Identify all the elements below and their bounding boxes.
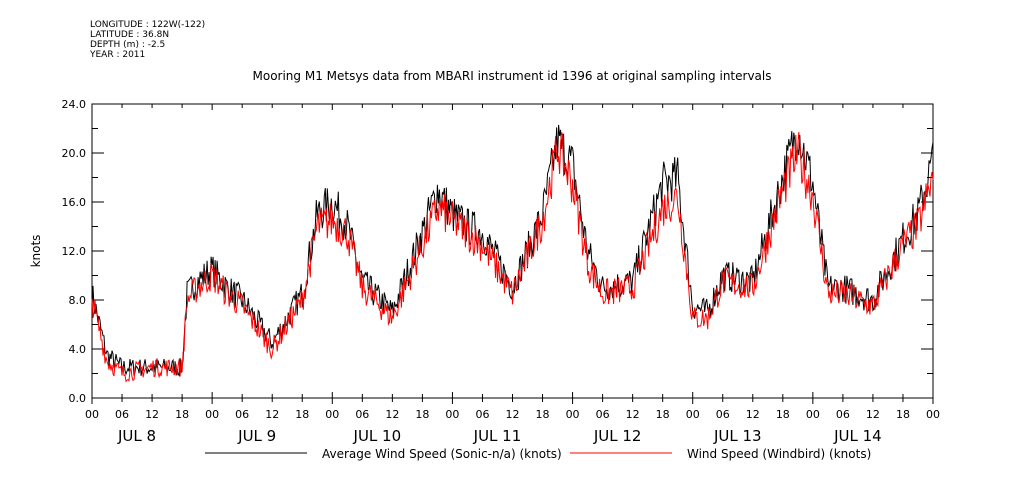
plot-frame (91, 103, 934, 399)
chart-title: Mooring M1 Metsys data from MBARI instru… (253, 69, 772, 83)
x-hour-label: 06 (115, 408, 129, 421)
y-axis: 0.0 4.0 8.0 12.0 16.0 20.0 24.0 (62, 98, 933, 405)
x-hour-label: 06 (596, 408, 610, 421)
x-hour-label: 00 (325, 408, 339, 421)
x-hour-label: 18 (295, 408, 309, 421)
series-line-windbird-wind-speed (91, 132, 934, 383)
legend-label-windbird: Wind Speed (Windbird) (knots) (687, 447, 871, 461)
x-hour-label: 18 (536, 408, 550, 421)
x-hour-label: 18 (415, 408, 429, 421)
x-day-label: JUL 14 (833, 427, 882, 445)
x-hour-label: 12 (506, 408, 520, 421)
x-hour-label: 00 (566, 408, 580, 421)
x-hour-label: 00 (445, 408, 459, 421)
x-hour-label: 00 (806, 408, 820, 421)
x-hour-label: 18 (656, 408, 670, 421)
x-hour-label: 12 (265, 408, 279, 421)
x-day-label: JUL 8 (117, 427, 156, 445)
depth-label: DEPTH (m) : -2.5 (90, 40, 166, 50)
x-axis: 00 06 12 18 00 06 12 18 00 06 12 18 00 06 12 18 00 06 12 18… (85, 104, 940, 445)
y-tick-label: 4.0 (69, 343, 87, 356)
series-group (91, 124, 934, 383)
x-hour-label: 00 (85, 408, 99, 421)
x-day-label: JUL 11 (473, 427, 522, 445)
x-hour-label: 12 (385, 408, 399, 421)
y-tick-label: 20.0 (62, 147, 87, 160)
x-hour-label: 12 (145, 408, 159, 421)
y-tick-label: 16.0 (62, 196, 87, 209)
legend: Average Wind Speed (Sonic-n/a) (knots) W… (205, 447, 871, 461)
x-hour-label: 18 (776, 408, 790, 421)
x-day-label: JUL 12 (593, 427, 642, 445)
y-tick-label: 8.0 (69, 294, 87, 307)
series-line-average-wind-speed (91, 124, 934, 377)
x-day-label: JUL 9 (237, 427, 276, 445)
y-tick-label: 24.0 (62, 98, 87, 111)
x-hour-label: 06 (836, 408, 850, 421)
x-day-label: JUL 13 (713, 427, 762, 445)
year-label: YEAR : 2011 (90, 50, 146, 60)
x-hour-label: 06 (355, 408, 369, 421)
x-hour-label: 00 (926, 408, 940, 421)
y-axis-label: knots (29, 235, 43, 268)
x-hour-label: 06 (475, 408, 489, 421)
x-hour-label: 00 (205, 408, 219, 421)
header-info: LONGITUDE : 122W(-122) LATITUDE : 36.8N … (90, 20, 205, 60)
legend-label-average: Average Wind Speed (Sonic-n/a) (knots) (322, 447, 562, 461)
latitude-label: LATITUDE : 36.8N (90, 30, 170, 40)
y-tick-label: 12.0 (62, 245, 87, 258)
x-hour-label: 12 (626, 408, 640, 421)
x-hour-label: 00 (686, 408, 700, 421)
x-hour-label: 12 (746, 408, 760, 421)
x-hour-label: 18 (175, 408, 189, 421)
x-hour-label: 12 (866, 408, 880, 421)
x-day-label: JUL 10 (353, 427, 402, 445)
y-tick-label: 0.0 (69, 392, 87, 405)
x-hour-label: 06 (716, 408, 730, 421)
x-hour-label: 06 (235, 408, 249, 421)
x-hour-label: 18 (896, 408, 910, 421)
longitude-label: LONGITUDE : 122W(-122) (90, 20, 206, 30)
